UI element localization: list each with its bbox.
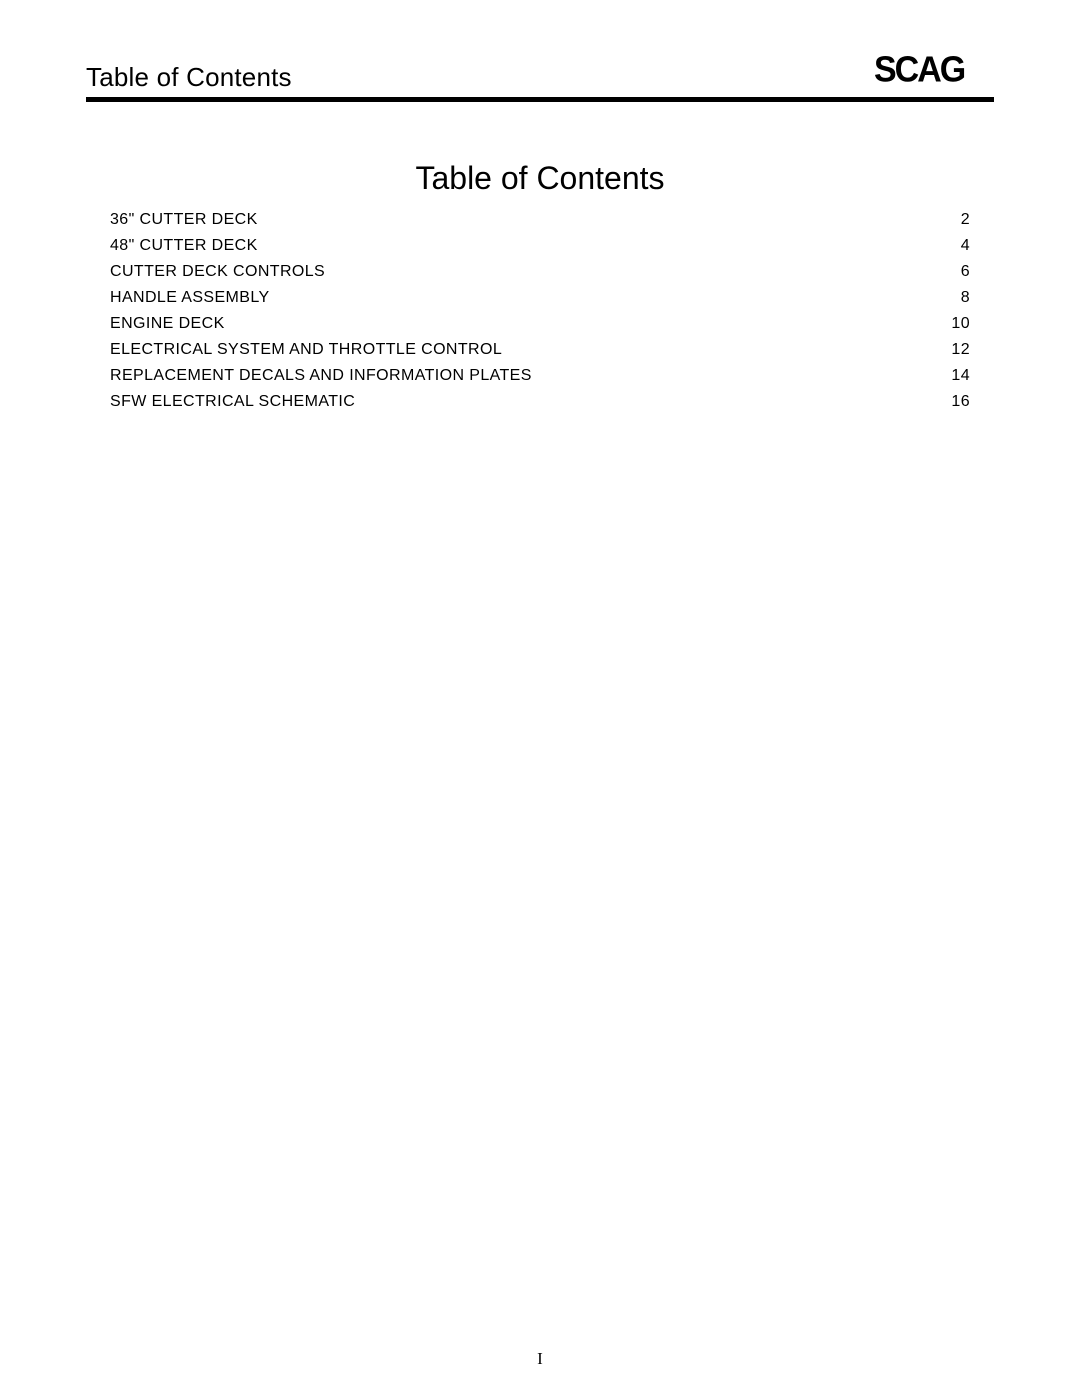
main-title: Table of Contents (86, 160, 994, 197)
toc-entry-label: ENGINE DECK (110, 315, 225, 333)
toc-entry[interactable]: CUTTER DECK CONTROLS 6 (110, 263, 970, 281)
header-title: Table of Contents (86, 62, 292, 93)
table-of-contents: 36" CUTTER DECK 2 48" CUTTER DECK 4 CUTT… (86, 211, 994, 411)
page-header: Table of Contents SCAG (86, 48, 994, 102)
toc-entry-page: 2 (961, 211, 970, 229)
toc-entry-label: 48" CUTTER DECK (110, 237, 258, 255)
document-page: Table of Contents SCAG Table of Contents… (0, 0, 1080, 1397)
toc-entry-page: 16 (951, 393, 970, 411)
toc-entry-page: 6 (961, 263, 970, 281)
toc-entry[interactable]: HANDLE ASSEMBLY 8 (110, 289, 970, 307)
toc-entry[interactable]: ELECTRICAL SYSTEM AND THROTTLE CONTROL 1… (110, 341, 970, 359)
toc-entry-label: REPLACEMENT DECALS AND INFORMATION PLATE… (110, 367, 532, 385)
scag-logo-icon: SCAG (874, 48, 994, 88)
toc-entry-page: 12 (951, 341, 970, 359)
toc-entry[interactable]: REPLACEMENT DECALS AND INFORMATION PLATE… (110, 367, 970, 385)
logo-text: SCAG (874, 50, 964, 88)
toc-entry[interactable]: 36" CUTTER DECK 2 (110, 211, 970, 229)
toc-entry-label: CUTTER DECK CONTROLS (110, 263, 325, 281)
toc-entry-label: SFW ELECTRICAL SCHEMATIC (110, 393, 355, 411)
toc-entry-page: 4 (961, 237, 970, 255)
toc-entry-page: 8 (961, 289, 970, 307)
toc-entry-label: 36" CUTTER DECK (110, 211, 258, 229)
toc-entry[interactable]: 48" CUTTER DECK 4 (110, 237, 970, 255)
toc-entry-page: 10 (951, 315, 970, 333)
toc-entry[interactable]: SFW ELECTRICAL SCHEMATIC 16 (110, 393, 970, 411)
toc-entry-label: HANDLE ASSEMBLY (110, 289, 270, 307)
page-number: I (0, 1349, 1080, 1369)
toc-entry[interactable]: ENGINE DECK 10 (110, 315, 970, 333)
toc-entry-page: 14 (951, 367, 970, 385)
toc-entry-label: ELECTRICAL SYSTEM AND THROTTLE CONTROL (110, 341, 502, 359)
brand-logo: SCAG (874, 48, 994, 93)
